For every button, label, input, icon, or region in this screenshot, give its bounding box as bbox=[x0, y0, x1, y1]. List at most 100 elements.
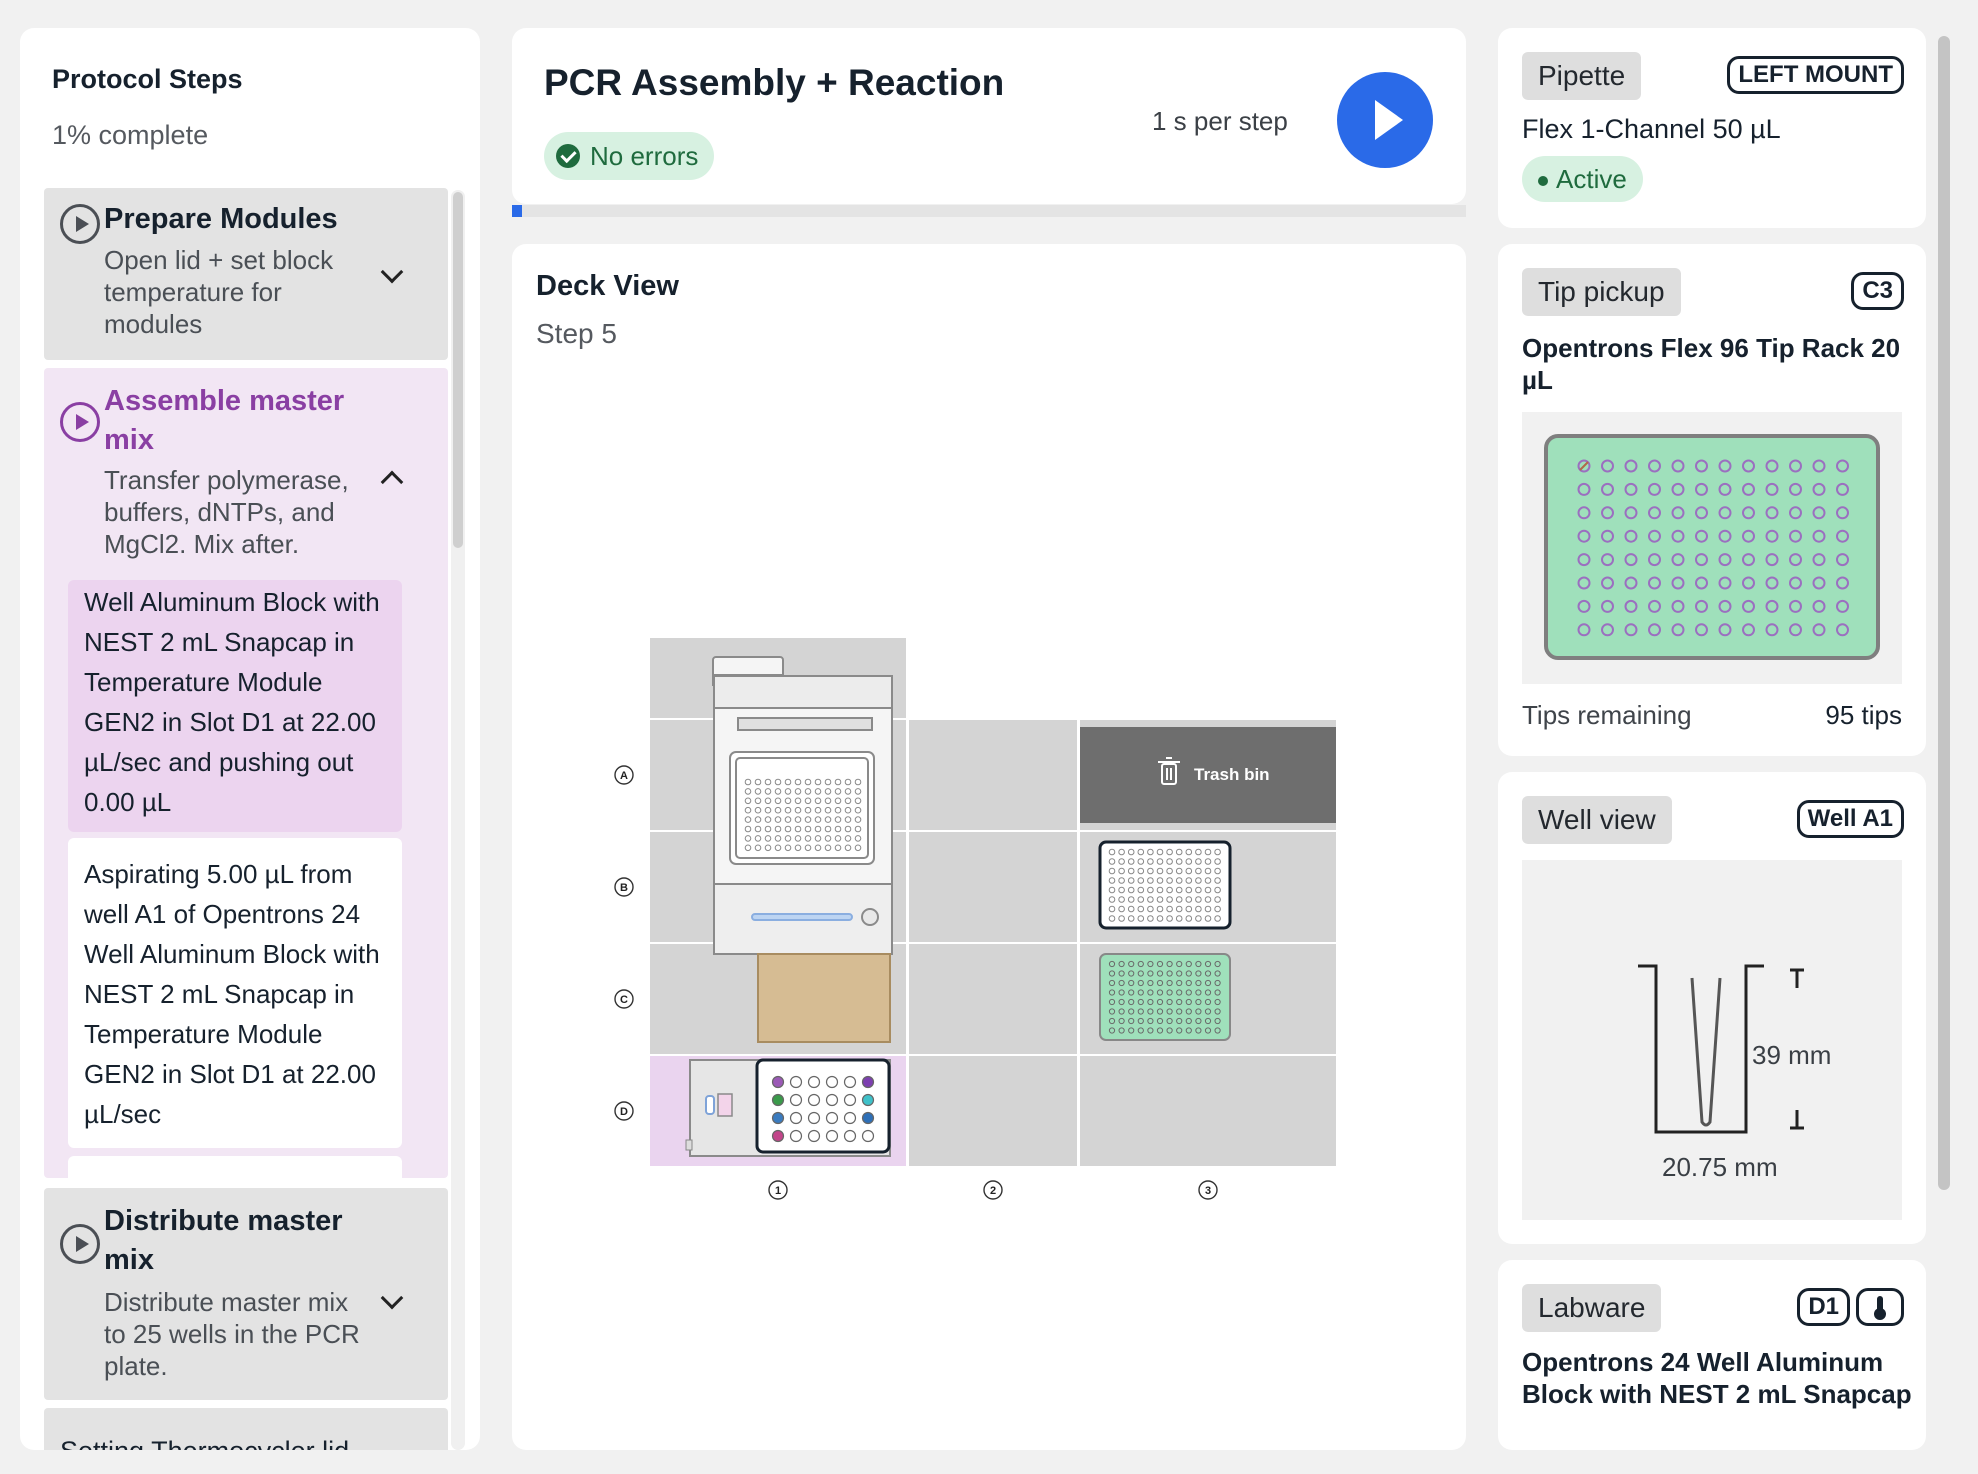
protocol-steps-title: Protocol Steps bbox=[52, 64, 243, 94]
chevron-up-icon[interactable] bbox=[380, 470, 404, 494]
well bbox=[1137, 915, 1145, 922]
tip bbox=[1204, 979, 1212, 987]
tip bbox=[1108, 998, 1116, 1006]
tip bbox=[1765, 599, 1779, 613]
tip bbox=[1789, 553, 1802, 567]
step-distribute-master-mix[interactable]: Distribute master mix Distribute master … bbox=[44, 1188, 448, 1400]
labware-name: Opentrons 24 Well Aluminum Block with NE… bbox=[1522, 1347, 1912, 1409]
well bbox=[854, 797, 862, 805]
tip bbox=[1147, 989, 1154, 996]
well bbox=[784, 806, 792, 814]
well bbox=[1214, 905, 1221, 913]
tip-pickup-card: Tip pickup C3 Opentrons Flex 96 Tip Rack… bbox=[1498, 244, 1926, 756]
tip bbox=[1156, 960, 1164, 968]
tip bbox=[1176, 998, 1183, 1006]
well bbox=[814, 778, 822, 786]
plate-B3[interactable] bbox=[1098, 840, 1232, 930]
well bbox=[861, 1093, 875, 1107]
tip bbox=[1718, 623, 1732, 637]
used-tip-mark bbox=[1579, 461, 1589, 471]
well bbox=[1185, 877, 1193, 884]
well bbox=[1156, 858, 1164, 865]
right-panel-scrollbar[interactable] bbox=[1938, 36, 1950, 1190]
tip bbox=[1836, 506, 1849, 520]
chevron-down-icon[interactable] bbox=[380, 1286, 404, 1310]
well bbox=[1166, 915, 1173, 922]
slot-D3[interactable] bbox=[1080, 1056, 1336, 1166]
tip bbox=[1624, 553, 1638, 567]
tip bbox=[1147, 960, 1154, 968]
well bbox=[824, 806, 832, 814]
temperature-module-D1[interactable] bbox=[685, 1058, 891, 1157]
play-button[interactable] bbox=[1337, 72, 1433, 168]
slot-pill: C3 bbox=[1851, 272, 1904, 310]
play-step-icon[interactable] bbox=[60, 204, 100, 244]
well bbox=[754, 788, 762, 795]
well bbox=[1147, 915, 1154, 922]
tiprack-C3[interactable] bbox=[1099, 953, 1231, 1041]
play-step-icon[interactable] bbox=[60, 1224, 100, 1264]
well bbox=[771, 1093, 785, 1107]
play-step-icon[interactable] bbox=[60, 402, 100, 442]
chevron-down-icon[interactable] bbox=[380, 260, 404, 284]
well bbox=[814, 816, 822, 823]
well bbox=[844, 797, 852, 805]
tip bbox=[1789, 529, 1802, 543]
steps-scrollbar-thumb[interactable] bbox=[453, 192, 463, 548]
slot-D2[interactable] bbox=[909, 1056, 1077, 1166]
substep[interactable]: Aspirating 5.00 µL from well A1 of Opent… bbox=[68, 838, 402, 1148]
slot-C2[interactable] bbox=[909, 944, 1077, 1054]
steps-scrollbar[interactable] bbox=[451, 190, 465, 1450]
well bbox=[1175, 867, 1183, 875]
substep-partial[interactable] bbox=[68, 1156, 402, 1186]
tip bbox=[1156, 1017, 1164, 1025]
well bbox=[834, 778, 842, 786]
trash-bin[interactable]: Trash bin bbox=[1080, 720, 1336, 830]
tiprack-C3-tips bbox=[1108, 960, 1221, 1034]
well bbox=[764, 806, 772, 814]
well bbox=[1175, 858, 1183, 865]
pipette-card: Pipette LEFT MOUNT Flex 1-Channel 50 µL … bbox=[1498, 28, 1926, 228]
well bbox=[774, 816, 782, 823]
step-assemble-master-mix[interactable]: Assemble master mix Transfer polymerase,… bbox=[44, 368, 448, 1186]
well bbox=[1137, 867, 1145, 875]
well bbox=[1127, 886, 1135, 894]
tip bbox=[1185, 1017, 1192, 1025]
substep-active[interactable]: Well Aluminum Block with NEST 2 mL Snapc… bbox=[68, 580, 402, 832]
well bbox=[1204, 877, 1212, 884]
well bbox=[1166, 886, 1173, 894]
step-setting-thermocycler-lid[interactable]: Setting Thermocycler lid bbox=[44, 1408, 448, 1450]
well bbox=[854, 825, 862, 833]
well bbox=[774, 806, 782, 814]
tip bbox=[1137, 979, 1144, 987]
tip bbox=[1671, 553, 1685, 567]
thermocycler-module[interactable] bbox=[712, 656, 893, 955]
tip bbox=[1718, 529, 1732, 543]
tip bbox=[1742, 599, 1755, 613]
tip bbox=[1648, 576, 1661, 590]
deck-step-label: Step 5 bbox=[536, 318, 617, 349]
well bbox=[804, 844, 812, 852]
tip bbox=[1671, 529, 1685, 543]
tip bbox=[1648, 553, 1661, 567]
well bbox=[1127, 858, 1135, 865]
tip bbox=[1624, 506, 1638, 520]
well bbox=[1108, 915, 1116, 922]
tip bbox=[1671, 623, 1685, 637]
adapter-C1[interactable] bbox=[757, 953, 891, 1043]
tip bbox=[1147, 970, 1154, 977]
slot-A2[interactable] bbox=[909, 720, 1077, 830]
tip bbox=[1156, 970, 1164, 977]
tip bbox=[1108, 1027, 1116, 1034]
tip bbox=[1118, 998, 1125, 1006]
labware-card: Labware D1 Opentrons 24 Well Aluminum Bl… bbox=[1498, 1260, 1926, 1450]
check-circle-icon bbox=[556, 144, 580, 168]
well bbox=[1204, 848, 1212, 856]
pipette-status-badge: Active bbox=[1522, 156, 1643, 202]
step-prepare-modules[interactable]: Prepare Modules Open lid + set block tem… bbox=[44, 188, 448, 360]
slot-B2[interactable] bbox=[909, 832, 1077, 942]
well bbox=[789, 1129, 803, 1143]
well bbox=[774, 825, 782, 833]
well bbox=[1108, 877, 1116, 884]
tip bbox=[1214, 989, 1221, 996]
